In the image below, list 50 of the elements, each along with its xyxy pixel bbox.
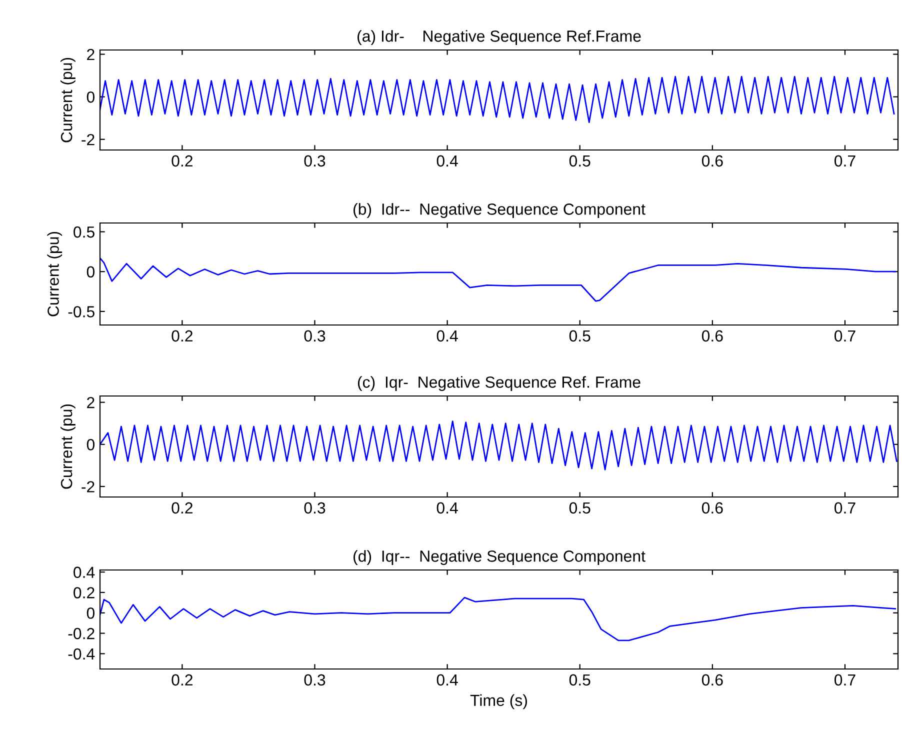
x-tick-label: 0.2 [172, 330, 192, 342]
chart-title: (a) Idr- Negative Sequence Ref.Frame [358, 30, 641, 45]
x-tick-label: 0.5 [569, 330, 590, 342]
x-tick-label: 0.3 [304, 155, 326, 167]
x-tick-label: 0.3 [304, 674, 326, 686]
chart-title: (b) Idr-- Negative Sequence Component [354, 203, 646, 218]
x-tick-label: 0.6 [702, 502, 723, 514]
y-tick-label: 0 [86, 266, 95, 278]
x-tick-label: 0.3 [304, 502, 326, 514]
x-tick-label: 0.7 [834, 674, 856, 686]
line-series [100, 76, 895, 124]
y-tick-label: 0 [86, 439, 95, 450]
x-tick-label: 0.5 [569, 674, 590, 686]
chart-title: (c) Iqr- Negative Sequence Ref. Frame [358, 376, 640, 391]
y-tick-label: -2 [82, 134, 94, 146]
line-series [100, 420, 898, 470]
y-tick-label: -2 [82, 481, 94, 492]
x-tick-label: 0.7 [834, 330, 856, 342]
x-tick-label: 0.4 [436, 330, 458, 342]
x-tick-label: 0.4 [436, 674, 458, 686]
x-axis-title: Time (s) [470, 694, 527, 710]
x-tick-label: 0.2 [172, 155, 192, 167]
y-axis-title: Current (pu) [60, 404, 76, 489]
y-tick-label: -0.2 [68, 628, 94, 640]
x-tick-label: 0.2 [172, 674, 192, 686]
x-tick-label: 0.6 [702, 155, 723, 167]
x-tick-label: 0.6 [702, 674, 723, 686]
x-tick-label: 0.5 [569, 155, 590, 167]
x-tick-label: 0.4 [436, 155, 458, 167]
y-tick-label: -0.4 [68, 648, 95, 660]
y-tick-label: 0.4 [74, 566, 95, 578]
chart-title: (d) Iqr-- Negative Sequence Component [354, 550, 646, 565]
x-tick-label: 0.5 [569, 502, 590, 514]
line-series [100, 257, 896, 302]
y-tick-label: 0.2 [74, 587, 94, 598]
y-tick-label: 0 [86, 91, 95, 103]
x-tick-label: 0.7 [834, 502, 856, 514]
y-tick-label: 2 [87, 396, 94, 408]
x-tick-label: 0.6 [702, 330, 723, 342]
y-axis-title: Current (pu) [47, 232, 62, 316]
y-tick-label: 0 [86, 608, 95, 619]
x-tick-label: 0.2 [172, 502, 192, 514]
x-tick-label: 0.4 [436, 502, 458, 514]
x-tick-label: 0.3 [304, 330, 326, 342]
y-tick-label: 2 [87, 48, 94, 60]
line-series [100, 596, 896, 642]
y-tick-label: 0.5 [74, 226, 94, 238]
x-tick-label: 0.7 [834, 155, 856, 167]
y-axis-title: Current (pu) [60, 58, 76, 142]
y-tick-label: -0.5 [68, 306, 94, 318]
